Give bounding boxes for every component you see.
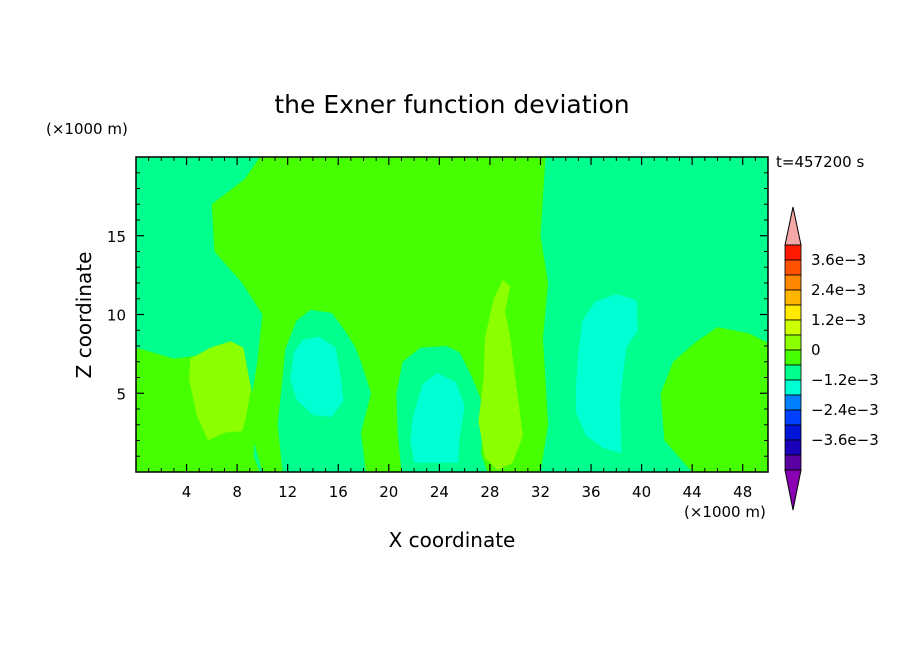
colorbar-band <box>784 409 802 426</box>
x-tick-label: 28 <box>480 483 499 501</box>
colorbar: 3.6e−3 2.4e−3 1.2e−3 0 −1.2e−3 −2.4e−3 −3.6e−3 <box>784 206 879 511</box>
colorbar-band <box>784 394 802 411</box>
colorbar-band <box>784 454 802 471</box>
x-tick-label: 4 <box>182 483 192 501</box>
y-tick-label: 5 <box>116 385 126 403</box>
x-tick-label: 48 <box>733 483 752 501</box>
colorbar-band <box>784 259 802 276</box>
y-axis-title: Z coordinate <box>72 252 96 379</box>
colorbar-band <box>784 364 802 381</box>
colorbar-band <box>784 319 802 336</box>
region-2 <box>660 327 768 472</box>
y-unit-label: (×1000 m) <box>46 120 128 138</box>
contour-regions <box>136 157 768 472</box>
colorbar-band <box>784 304 802 321</box>
x-tick-label: 36 <box>581 483 600 501</box>
colorbar-band <box>784 424 802 441</box>
x-tick-label: 44 <box>683 483 702 501</box>
colorbar-label: 2.4e−3 <box>811 281 866 299</box>
region-10 <box>410 372 465 463</box>
region-9 <box>290 336 344 417</box>
colorbar-under-triangle <box>784 469 802 511</box>
x-tick-label: 12 <box>278 483 297 501</box>
colorbar-over-triangle <box>784 206 802 246</box>
region-11 <box>575 294 638 454</box>
colorbar-label: 1.2e−3 <box>811 311 866 329</box>
x-tick-label: 20 <box>379 483 398 501</box>
y-tick-label: 15 <box>107 228 126 246</box>
x-axis: 4 8 12 16 20 24 28 32 36 40 44 48 <box>148 157 756 501</box>
colorbar-band <box>784 379 802 396</box>
x-tick-label: 8 <box>232 483 242 501</box>
time-label: t=457200 s <box>776 153 864 171</box>
x-tick-label: 24 <box>430 483 449 501</box>
region-7 <box>189 341 251 441</box>
colorbar-band <box>784 334 802 351</box>
colorbar-band <box>784 289 802 306</box>
colorbar-label: −1.2e−3 <box>811 371 879 389</box>
chart-title: the Exner function deviation <box>274 90 629 119</box>
colorbar-label: −2.4e−3 <box>811 401 879 419</box>
colorbar-label: −3.6e−3 <box>811 431 879 449</box>
colorbar-label: 0 <box>811 341 821 359</box>
x-tick-label: 40 <box>632 483 651 501</box>
colorbar-band <box>784 244 802 261</box>
colorbar-band <box>784 274 802 291</box>
colorbar-band <box>784 349 802 366</box>
x-axis-title: X coordinate <box>389 528 516 552</box>
x-tick-label: 16 <box>329 483 348 501</box>
colorbar-label: 3.6e−3 <box>811 251 866 269</box>
region-8 <box>478 279 523 471</box>
x-unit-label: (×1000 m) <box>684 503 766 521</box>
x-tick-label: 32 <box>531 483 550 501</box>
y-tick-label: 10 <box>107 307 126 325</box>
y-axis: 5 10 15 <box>107 172 768 457</box>
colorbar-band <box>784 439 802 456</box>
